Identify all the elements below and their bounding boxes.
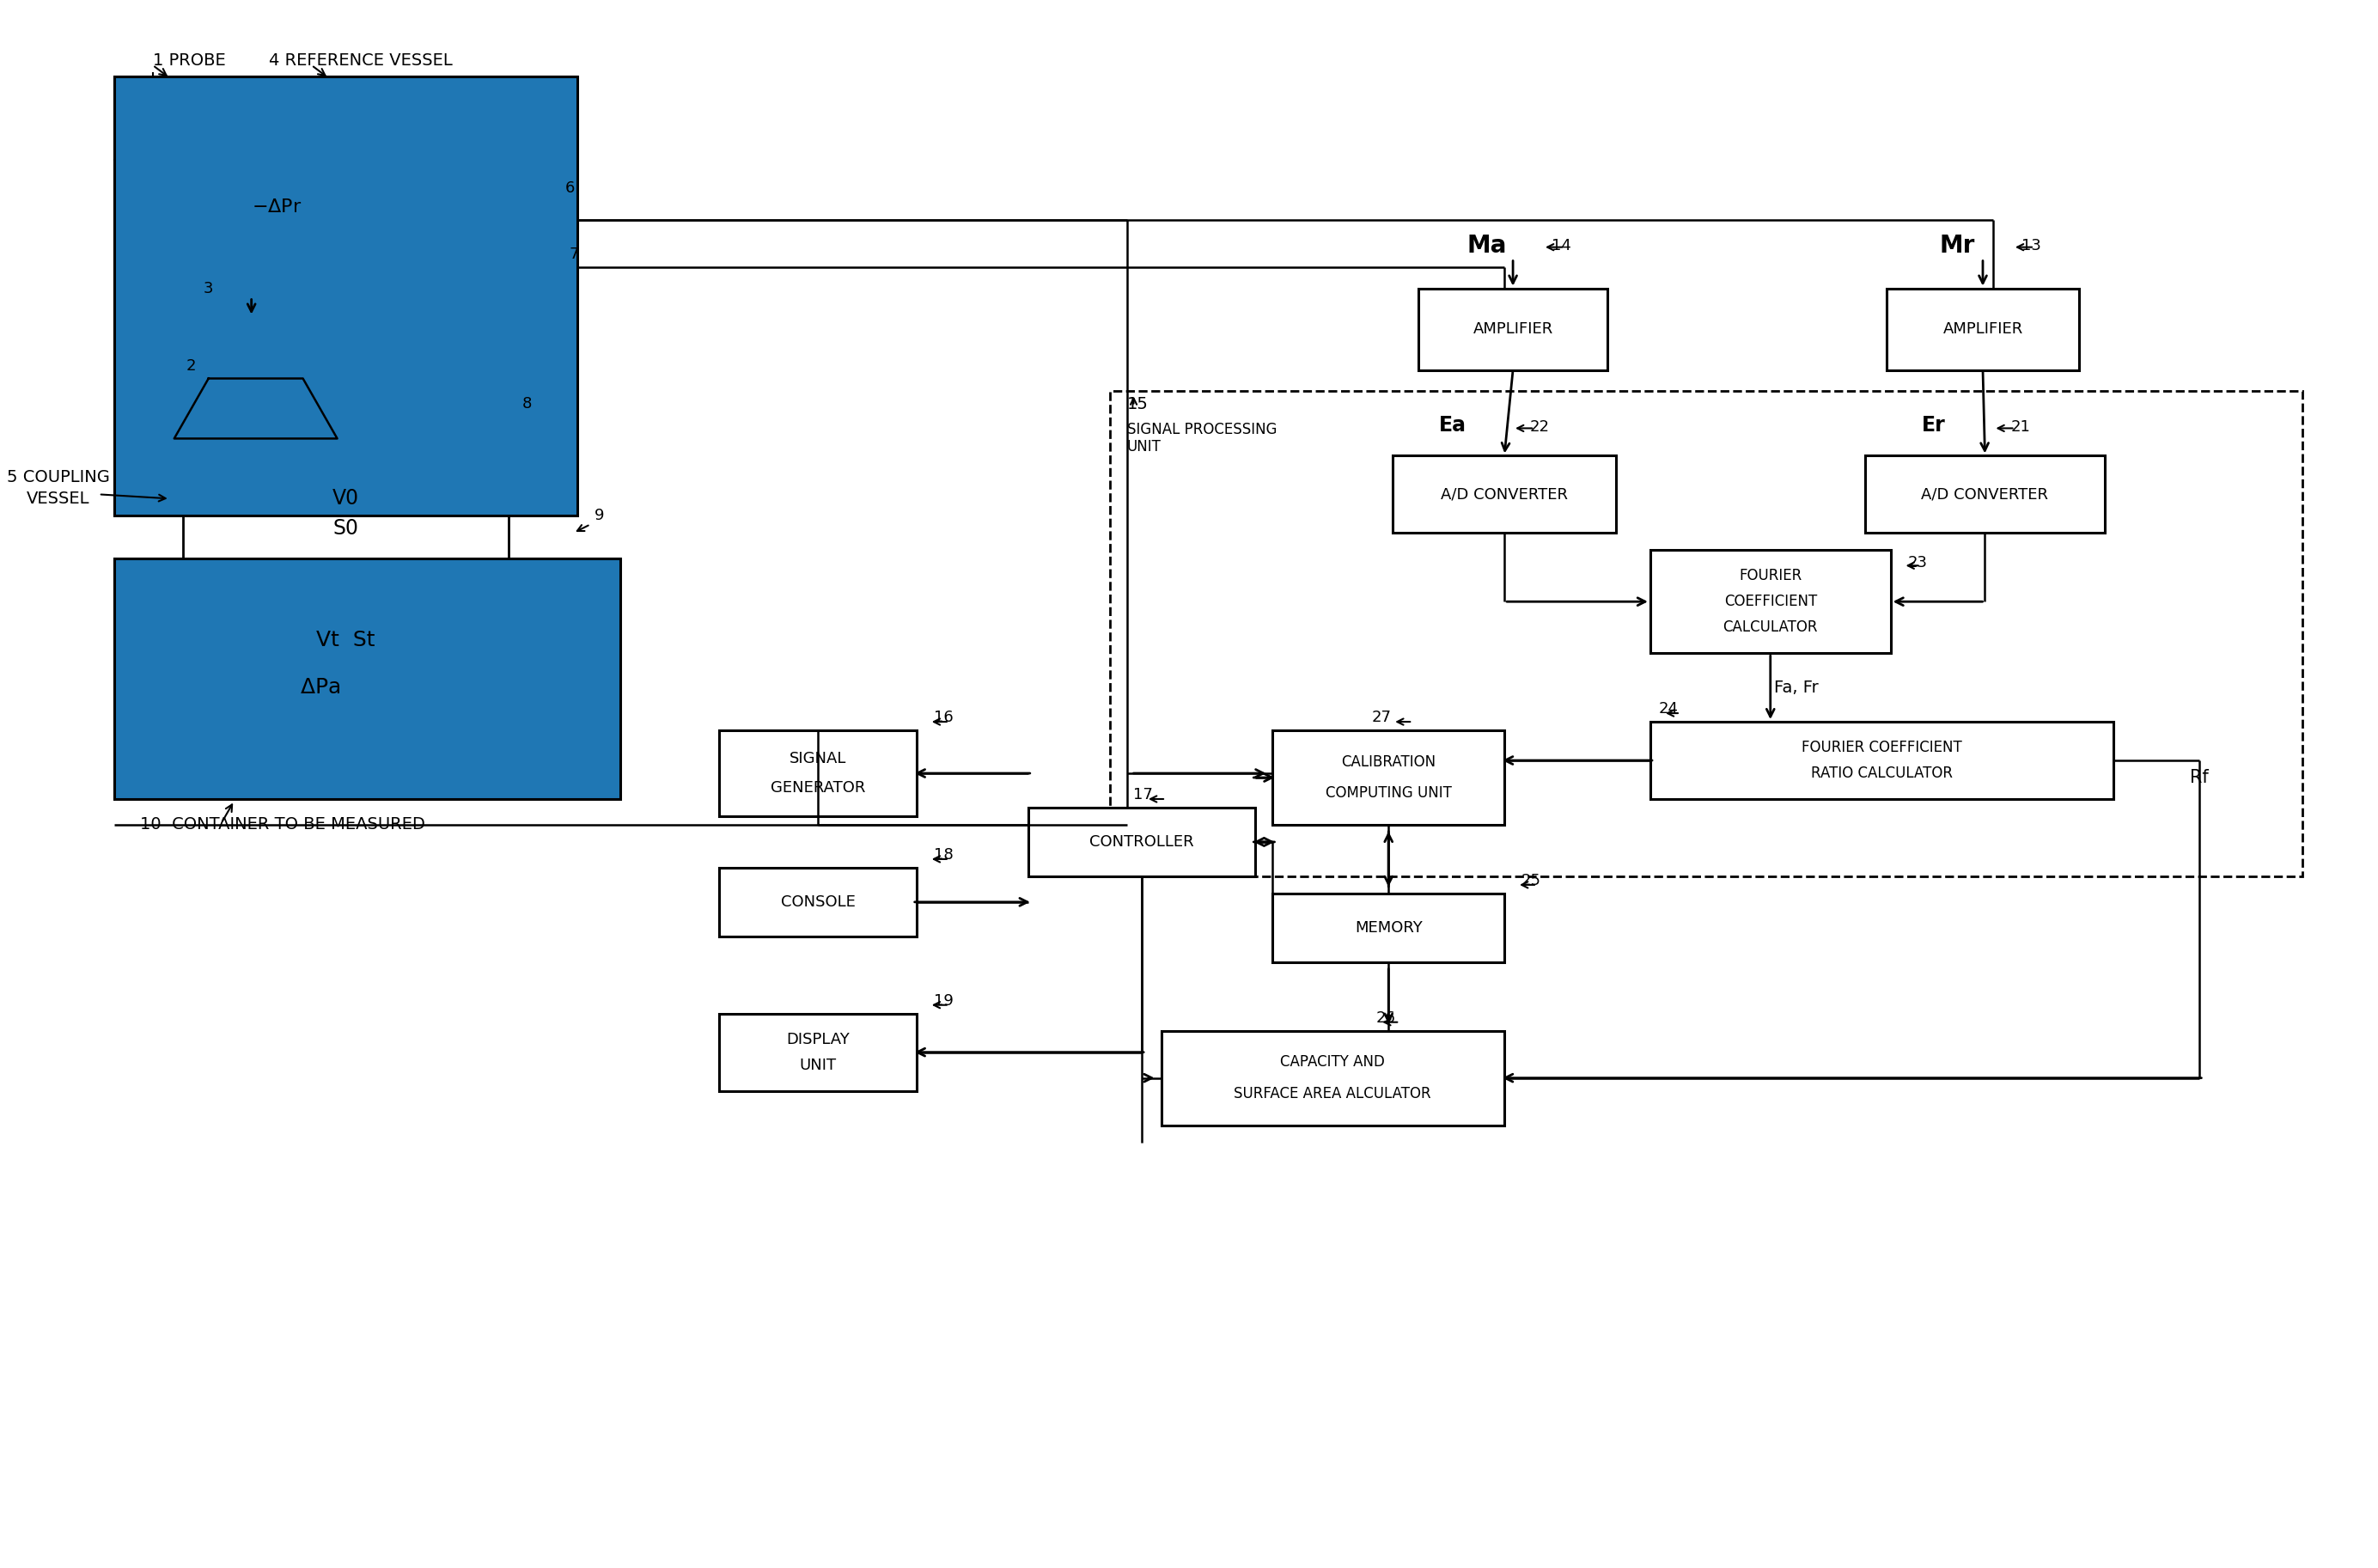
Bar [1272,731,1505,825]
Bar [1027,808,1256,877]
Text: 14: 14 [1550,238,1572,252]
Text: 2: 2 [185,358,195,373]
Text: COMPUTING UNIT: COMPUTING UNIT [1325,786,1451,801]
Text: AMPLIFIER: AMPLIFIER [1943,321,2024,337]
Bar [209,331,302,378]
Text: CAPACITY AND: CAPACITY AND [1279,1055,1384,1069]
Text: 13: 13 [2021,238,2040,252]
Text: 22: 22 [1529,420,1550,436]
Text: 7: 7 [568,246,578,262]
Bar [226,284,278,323]
Text: Rf: Rf [2190,768,2209,786]
Text: 25: 25 [1522,873,1541,889]
Bar [114,77,578,160]
Text: 4 REFERENCE VESSEL: 4 REFERENCE VESSEL [269,53,452,69]
Text: CALCULATOR: CALCULATOR [1724,619,1817,635]
Text: 8: 8 [521,397,533,412]
Bar [114,160,183,516]
Bar [174,585,561,773]
Text: 16: 16 [935,710,954,726]
Bar [1394,456,1617,533]
Text: GENERATOR: GENERATOR [770,779,866,795]
Bar [1272,894,1505,963]
Bar [183,464,252,516]
Text: CONTROLLER: CONTROLLER [1089,834,1194,850]
Text: 24: 24 [1660,701,1679,717]
Bar [440,464,509,516]
Bar [114,558,621,800]
Text: A/D CONVERTER: A/D CONVERTER [1921,486,2047,502]
Bar [183,160,509,516]
Text: CONSOLE: CONSOLE [780,894,856,909]
Bar [183,464,509,558]
Bar [114,558,621,800]
Text: AMPLIFIER: AMPLIFIER [1472,321,1553,337]
Text: 15: 15 [1127,397,1149,412]
Text: SURFACE AREA ALCULATOR: SURFACE AREA ALCULATOR [1234,1087,1432,1101]
Text: 3: 3 [202,281,212,296]
Text: $-\Delta$Pr: $-\Delta$Pr [252,198,302,215]
Bar [114,77,578,516]
Bar [1864,456,2105,533]
Text: DISPLAY: DISPLAY [787,1032,849,1047]
Text: 9: 9 [594,508,604,524]
Bar [509,185,552,232]
Text: 21: 21 [2012,420,2031,436]
Bar [1111,392,2302,877]
Text: COEFFICIENT: COEFFICIENT [1724,594,1817,610]
Text: 1 PROBE: 1 PROBE [152,53,226,69]
Text: $\Delta$Pa: $\Delta$Pa [300,677,340,698]
Text: 26: 26 [1374,1010,1396,1025]
Bar [1650,550,1891,654]
Text: MEMORY: MEMORY [1355,920,1422,936]
Text: RATIO CALCULATOR: RATIO CALCULATOR [1812,765,1952,781]
Text: 17: 17 [1134,787,1153,803]
Text: Mr: Mr [1940,234,1974,257]
Bar [509,160,578,516]
Text: FOURIER COEFFICIENT: FOURIER COEFFICIENT [1803,740,1962,756]
Text: 6: 6 [564,180,575,196]
Text: VESSEL: VESSEL [26,491,90,506]
Text: 27: 27 [1372,710,1391,726]
Text: Fa, Fr: Fa, Fr [1774,679,1819,696]
Text: Ea: Ea [1439,416,1467,436]
Text: SIGNAL: SIGNAL [789,751,847,767]
Bar [718,867,916,936]
Text: Ma: Ma [1467,234,1508,257]
Polygon shape [174,378,338,439]
Bar [718,731,916,817]
Text: Vt  St: Vt St [316,630,376,651]
Bar [1886,289,2078,370]
Text: CALIBRATION: CALIBRATION [1341,754,1436,770]
Bar [461,387,509,456]
Bar [1160,1030,1505,1126]
Text: Er: Er [1921,416,1945,436]
Text: V0: V0 [333,488,359,510]
Text: S0: S0 [333,519,359,539]
Text: UNIT: UNIT [1127,439,1160,455]
Text: A/D CONVERTER: A/D CONVERTER [1441,486,1567,502]
Text: 5 COUPLING: 5 COUPLING [7,469,109,486]
Text: 18: 18 [935,847,954,862]
Text: 23: 23 [1907,555,1929,571]
Text: FOURIER: FOURIER [1738,568,1803,583]
Text: 10  CONTAINER TO BE MEASURED: 10 CONTAINER TO BE MEASURED [140,817,426,833]
Bar [1650,721,2114,800]
Bar [1420,289,1608,370]
Text: UNIT: UNIT [799,1057,837,1073]
Bar [718,1013,916,1091]
Text: 19: 19 [935,993,954,1008]
Bar [509,246,561,293]
Text: SIGNAL PROCESSING: SIGNAL PROCESSING [1127,422,1277,437]
